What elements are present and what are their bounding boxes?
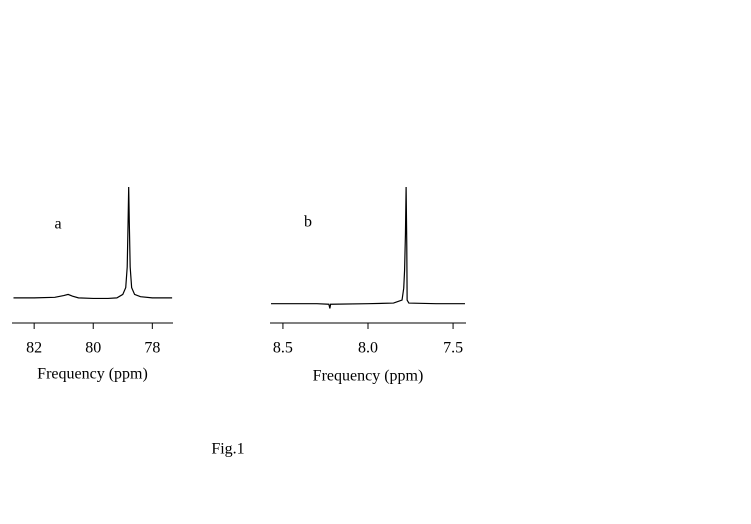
spectrum-line — [13, 186, 173, 300]
panel-label: a — [54, 216, 61, 233]
spectrum-line — [271, 186, 465, 309]
x-tick-label: 82 — [26, 340, 42, 357]
figure-caption: Fig.1 — [211, 441, 244, 458]
x-tick-label: 8.0 — [358, 340, 378, 357]
panel-label: b — [304, 214, 312, 231]
x-axis-label: Frequency (ppm) — [313, 368, 424, 385]
x-tick-label: 8.5 — [273, 340, 293, 357]
x-tick-label: 80 — [85, 340, 101, 357]
x-tick-label: 7.5 — [443, 340, 463, 357]
x-tick-label: 78 — [144, 340, 160, 357]
x-axis-label: Frequency (ppm) — [37, 366, 148, 383]
